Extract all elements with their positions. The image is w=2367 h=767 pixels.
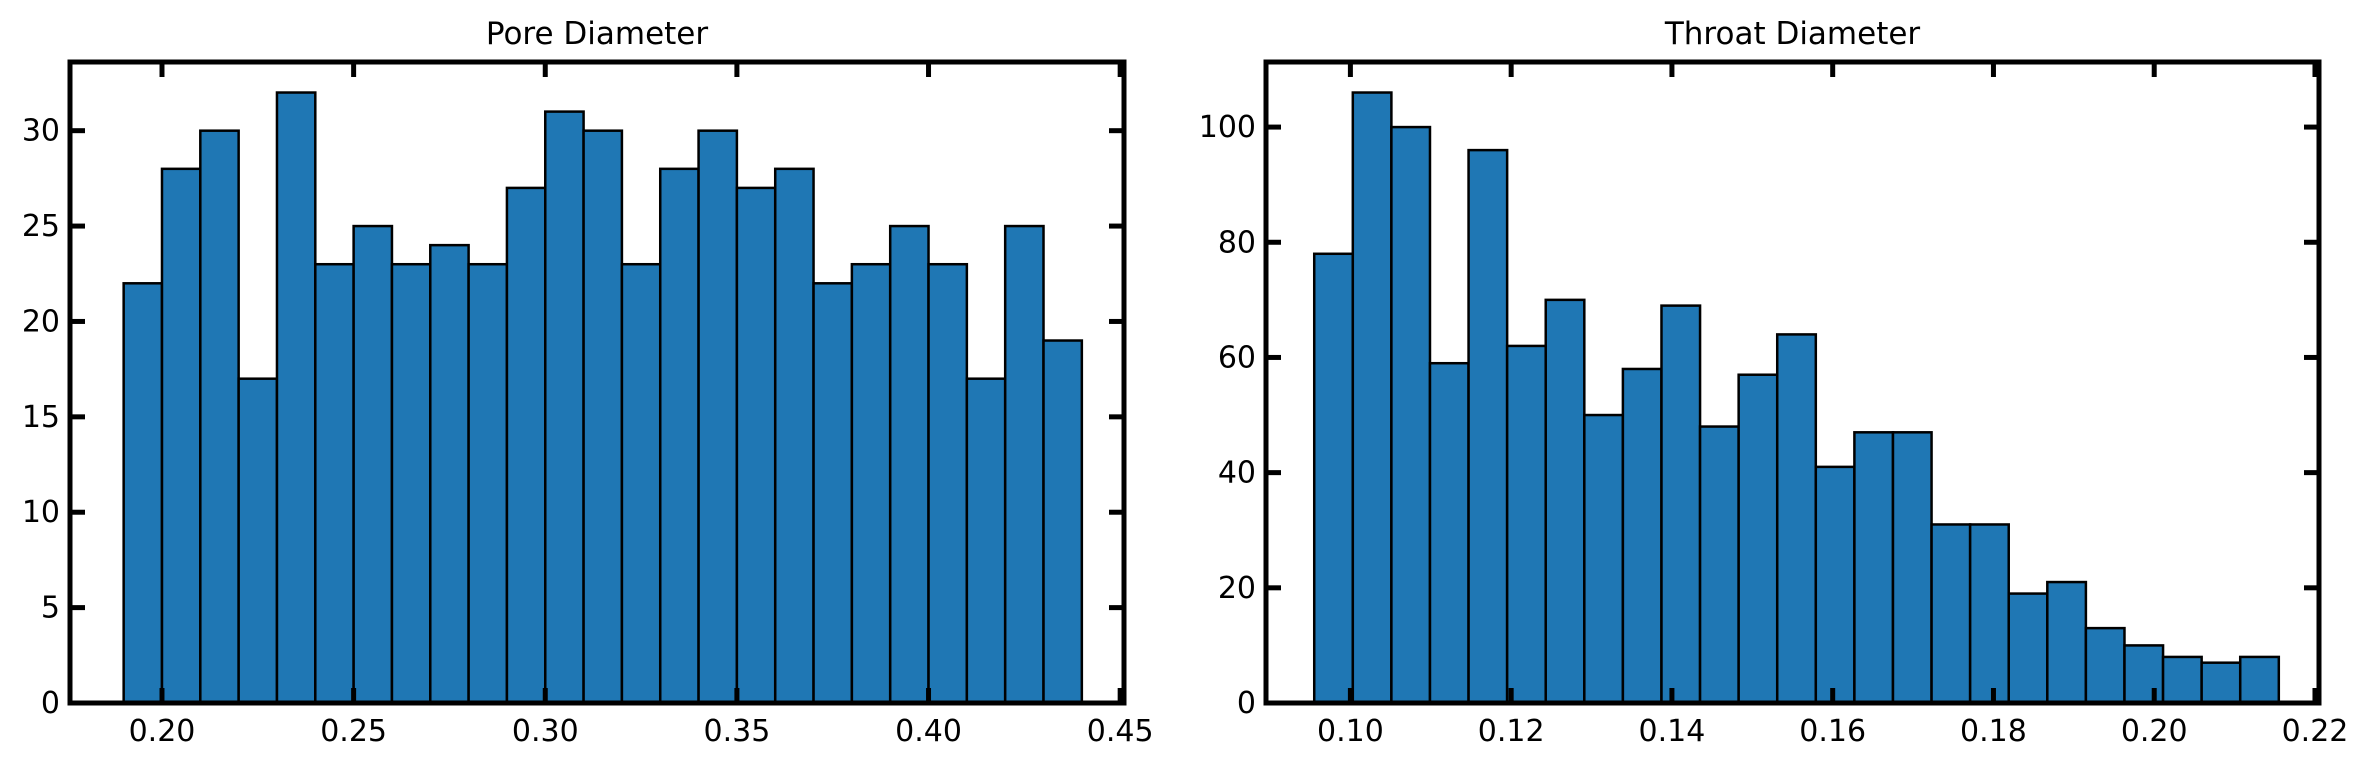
pore-diameter-bar-12: [582, 129, 624, 705]
pore-diameter-bar-8: [429, 243, 470, 705]
pore-diameter-bar-13: [620, 262, 662, 705]
throat-diameter-xtick-label-4: 0.18: [1960, 714, 2027, 749]
throat-diameter-bar-18: [2007, 592, 2049, 705]
pore-diameter-bar-6: [352, 224, 394, 705]
pore-diameter-bar-20: [888, 224, 930, 705]
throat-diameter-xtick-label-2: 0.14: [1639, 714, 1706, 749]
pore-diameter-bar-17: [773, 167, 815, 705]
pore-diameter-bar-9: [467, 262, 509, 705]
throat-diameter-bar-4: [1467, 148, 1509, 705]
throat-diameter-ytick-label-5: 100: [1199, 110, 1256, 145]
throat-diameter-bar-12: [1775, 333, 1818, 705]
pore-diameter-ytick-label-1: 5: [41, 591, 60, 626]
throat-diameter-bar-17: [1968, 523, 2010, 705]
pore-diameter-bars: [122, 91, 1084, 705]
throat-diameter-bar-7: [1583, 413, 1625, 705]
throat-diameter-title: Throat Diameter: [1664, 16, 1921, 52]
throat-diameter-xtick-label-5: 0.20: [2121, 714, 2188, 749]
throat-diameter-xtick-label-3: 0.16: [1799, 714, 1866, 749]
pore-diameter-title: Pore Diameter: [486, 16, 709, 52]
pore-diameter-bar-19: [850, 262, 892, 705]
pore-diameter-ytick-label-5: 25: [22, 209, 60, 244]
throat-diameter-bar-5: [1505, 344, 1547, 705]
throat-diameter-bar-22: [2161, 655, 2203, 705]
pore-diameter-ytick-label-2: 10: [22, 495, 60, 530]
pore-diameter-ytick-label-6: 30: [22, 114, 60, 149]
throat-diameter-bar-15: [1891, 431, 1933, 705]
pore-diameter-bar-16: [735, 186, 777, 705]
throat-diameter-bar-11: [1737, 373, 1779, 705]
pore-diameter-bar-24: [1042, 339, 1084, 705]
pore-diameter-xtick-label-0: 0.20: [129, 714, 196, 749]
pore-diameter-bar-1: [160, 167, 202, 705]
throat-diameter-bar-16: [1930, 523, 1972, 705]
throat-diameter-xtick-label-1: 0.12: [1478, 714, 1545, 749]
throat-diameter-bar-6: [1544, 298, 1586, 705]
throat-diameter-bar-2: [1390, 125, 1432, 705]
throat-diameter-bar-3: [1428, 361, 1470, 705]
throat-diameter-ticks: 0.10 0.12 0.14 0.16 0.18 0.20 0.22 0 20 40 60 80 100: [1199, 62, 2349, 749]
pore-diameter-xtick-label-5: 0.45: [1087, 714, 1154, 749]
pore-diameter-ytick-label-0: 0: [41, 686, 60, 721]
throat-diameter-panel: Throat Diameter 0.10 0.12 0.14 0.16 0.18 0.20…: [1199, 16, 2349, 749]
throat-diameter-bar-24: [2238, 655, 2281, 705]
pore-diameter-xtick-label-1: 0.25: [320, 714, 387, 749]
pore-diameter-bar-15: [697, 129, 739, 705]
throat-diameter-xtick-label-6: 0.22: [2282, 714, 2349, 749]
throat-diameter-ytick-label-2: 40: [1218, 456, 1256, 491]
pore-diameter-bar-14: [658, 167, 700, 705]
pore-diameter-bar-5: [314, 262, 355, 705]
pore-diameter-bar-2: [199, 129, 240, 705]
pore-diameter-xtick-label-2: 0.30: [512, 714, 579, 749]
pore-diameter-bar-22: [965, 377, 1007, 705]
throat-diameter-bar-1: [1351, 91, 1393, 705]
pore-diameter-bar-21: [927, 262, 969, 705]
throat-diameter-axes-frame: [1263, 59, 2322, 706]
throat-diameter-xtick-label-0: 0.10: [1317, 714, 1384, 749]
throat-diameter-bar-9: [1660, 304, 1702, 705]
throat-diameter-ytick-label-3: 60: [1218, 340, 1256, 375]
pore-diameter-bar-0: [122, 282, 164, 705]
throat-diameter-bar-10: [1698, 425, 1740, 705]
throat-diameter-bar-21: [2123, 644, 2165, 705]
pore-diameter-bar-7: [390, 262, 432, 705]
throat-diameter-bar-20: [2084, 626, 2126, 705]
throat-diameter-bar-0: [1312, 252, 1355, 705]
pore-diameter-xtick-label-4: 0.40: [895, 714, 962, 749]
throat-diameter-bar-14: [1853, 431, 1895, 705]
pore-diameter-ytick-label-4: 20: [22, 304, 60, 339]
pore-diameter-bar-11: [544, 110, 585, 705]
throat-diameter-bar-19: [2046, 580, 2088, 705]
pore-diameter-bar-4: [275, 91, 317, 705]
throat-diameter-bar-8: [1621, 367, 1663, 705]
pore-diameter-bar-23: [1003, 224, 1045, 705]
pore-diameter-ticks: 0.20 0.25 0.30 0.35 0.40 0.45 0 5 10 15 20 25 30: [22, 62, 1154, 749]
pore-diameter-panel: Pore Diameter 0.20 0.25 0.30 0.35 0.40 0.45 0 5…: [22, 16, 1154, 749]
throat-diameter-bar-23: [2200, 661, 2242, 705]
throat-diameter-ytick-label-4: 80: [1218, 225, 1256, 260]
pore-diameter-axes-frame: [67, 59, 1127, 706]
pore-diameter-bar-3: [237, 377, 279, 705]
pore-diameter-xtick-label-3: 0.35: [703, 714, 770, 749]
pore-diameter-bar-18: [812, 282, 854, 705]
throat-diameter-bar-13: [1814, 465, 1856, 705]
throat-diameter-ytick-label-0: 0: [1237, 686, 1256, 721]
throat-diameter-ytick-label-1: 20: [1218, 571, 1256, 606]
pore-diameter-bar-10: [505, 186, 547, 705]
throat-diameter-bars: [1312, 91, 2281, 705]
pore-diameter-ytick-label-3: 15: [22, 400, 60, 435]
